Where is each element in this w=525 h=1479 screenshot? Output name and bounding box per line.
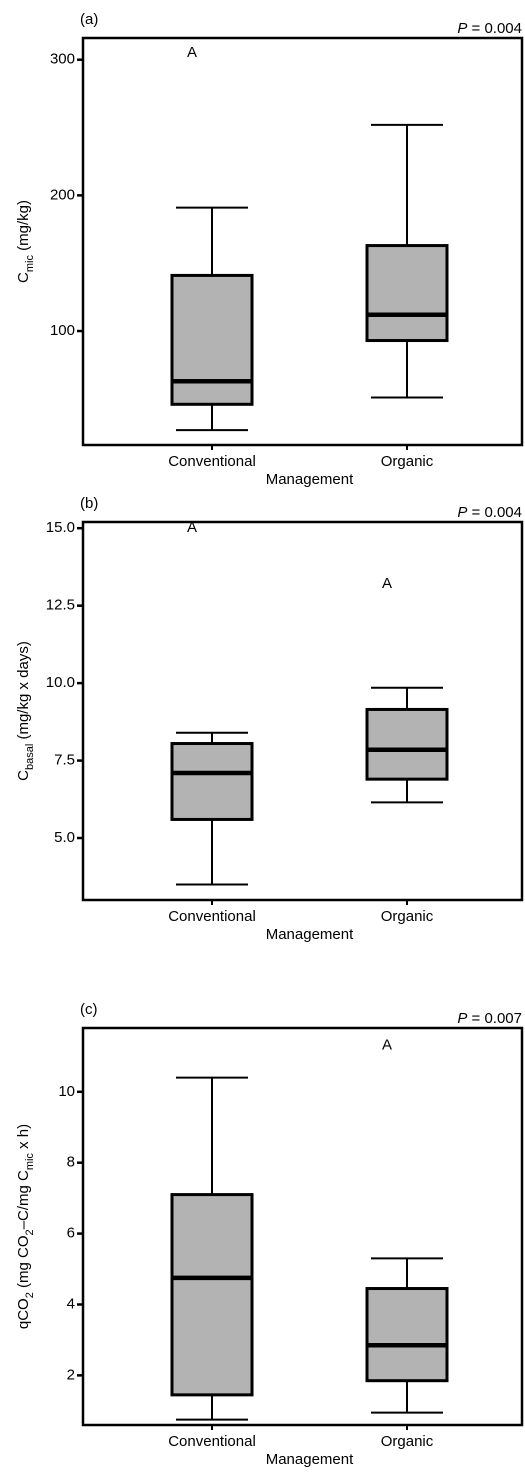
- text-segment: = 0.004: [467, 504, 522, 521]
- y-tick-label: 5.0: [54, 829, 75, 846]
- y-tick-label: 6: [67, 1225, 75, 1242]
- box: [170, 273, 254, 406]
- box: [365, 244, 449, 343]
- text-segment: basal: [24, 744, 36, 770]
- text-segment: C: [15, 272, 32, 283]
- box: [365, 707, 449, 781]
- x-tick-label: Conventional: [168, 453, 256, 470]
- plot-frame: [81, 36, 524, 447]
- text-segment: (mg/kg x days): [15, 641, 32, 744]
- y-tick-label: 7.5: [54, 752, 75, 769]
- panel-label: (c): [80, 1001, 98, 1018]
- text-segment: P: [457, 20, 467, 37]
- y-axis-label: Cbasal (mg/kg x days): [15, 641, 36, 781]
- x-axis-label: Management: [266, 926, 354, 943]
- box: [170, 1193, 254, 1397]
- text-segment: 2: [24, 1229, 36, 1235]
- p-value: P = 0.007: [457, 1010, 522, 1027]
- y-tick-label: 8: [67, 1154, 75, 1171]
- panel-label: (a): [80, 11, 98, 28]
- outlier: A: [187, 519, 197, 536]
- plot-frame: [81, 1026, 524, 1427]
- p-value: P = 0.004: [457, 504, 522, 521]
- y-tick-label: 10.0: [46, 674, 75, 691]
- text-segment: P: [457, 1010, 467, 1027]
- y-tick-label: 15.0: [46, 519, 75, 536]
- outlier: A: [382, 575, 392, 592]
- text-segment: x h): [15, 1124, 32, 1153]
- x-tick-label: Conventional: [168, 908, 256, 925]
- x-tick-label: Conventional: [168, 1433, 256, 1450]
- p-value: P = 0.004: [457, 20, 522, 37]
- x-axis-label: Management: [266, 1451, 354, 1468]
- box: [170, 742, 254, 821]
- y-tick-label: 100: [50, 322, 75, 339]
- x-tick-label: Organic: [381, 453, 434, 470]
- plot-frame: [81, 520, 524, 902]
- text-segment: –C/mg C: [15, 1170, 32, 1229]
- outlier: A: [187, 44, 197, 61]
- x-axis-label: Management: [266, 471, 354, 488]
- text-segment: (mg/kg): [15, 200, 32, 255]
- text-segment: C: [15, 770, 32, 781]
- text-segment: 2: [24, 1292, 36, 1298]
- text-segment: qCO: [15, 1298, 32, 1329]
- y-axis-label: qCO2 (mg CO2–C/mg Cmic x h): [15, 1124, 36, 1329]
- y-tick-label: 10: [58, 1083, 75, 1100]
- panel-label: (b): [80, 495, 98, 512]
- y-tick-label: 4: [67, 1295, 75, 1312]
- y-tick-label: 300: [50, 51, 75, 68]
- text-segment: P: [457, 504, 467, 521]
- outlier: A: [382, 1037, 392, 1054]
- x-tick-label: Organic: [381, 908, 434, 925]
- y-axis-label: Cmic (mg/kg): [15, 200, 36, 283]
- box: [365, 1287, 449, 1383]
- text-segment: mic: [24, 1153, 36, 1171]
- y-tick-label: 200: [50, 186, 75, 203]
- text-segment: = 0.004: [467, 20, 522, 37]
- text-segment: (mg CO: [15, 1235, 32, 1292]
- x-tick-label: Organic: [381, 1433, 434, 1450]
- y-tick-label: 2: [67, 1366, 75, 1383]
- y-tick-label: 12.5: [46, 597, 75, 614]
- text-segment: = 0.007: [467, 1010, 522, 1027]
- text-segment: mic: [24, 255, 36, 273]
